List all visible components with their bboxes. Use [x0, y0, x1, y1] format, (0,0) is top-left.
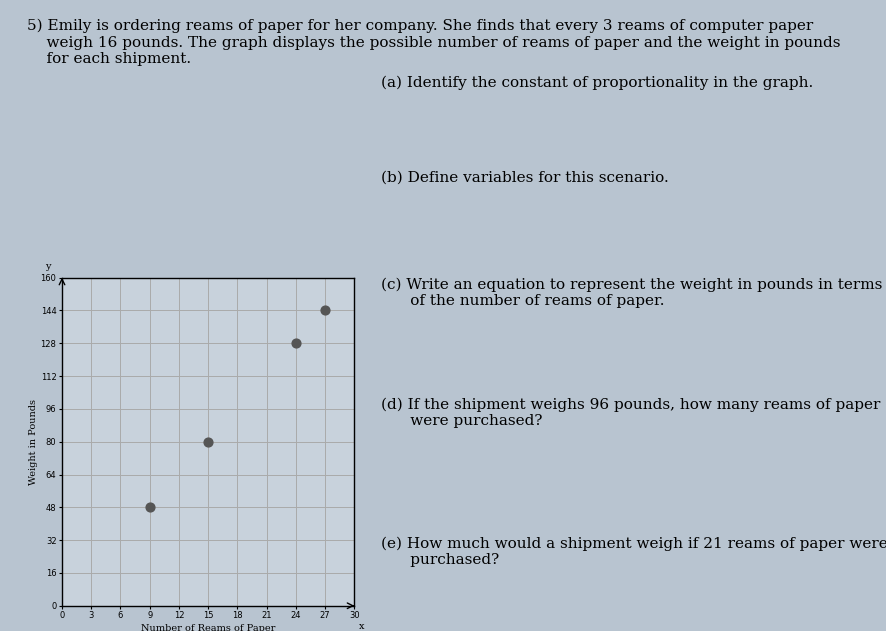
- Text: (e) How much would a shipment weigh if 21 reams of paper were
      purchased?: (e) How much would a shipment weigh if 2…: [381, 536, 886, 567]
- Text: x: x: [360, 622, 365, 631]
- Y-axis label: Weight in Pounds: Weight in Pounds: [29, 399, 38, 485]
- Point: [318, 305, 332, 316]
- Point: [289, 338, 303, 348]
- Text: (b) Define variables for this scenario.: (b) Define variables for this scenario.: [381, 170, 669, 184]
- Point: [201, 437, 215, 447]
- X-axis label: Number of Reams of Paper: Number of Reams of Paper: [141, 625, 276, 631]
- Text: 5) Emily is ordering reams of paper for her company. She finds that every 3 ream: 5) Emily is ordering reams of paper for …: [27, 19, 840, 66]
- Point: [143, 502, 157, 512]
- Text: (a) Identify the constant of proportionality in the graph.: (a) Identify the constant of proportiona…: [381, 76, 813, 90]
- Text: (c) Write an equation to represent the weight in pounds in terms
      of the nu: (c) Write an equation to represent the w…: [381, 278, 882, 308]
- Text: y: y: [44, 262, 51, 271]
- Text: (d) If the shipment weighs 96 pounds, how many reams of paper
      were purchas: (d) If the shipment weighs 96 pounds, ho…: [381, 398, 881, 428]
